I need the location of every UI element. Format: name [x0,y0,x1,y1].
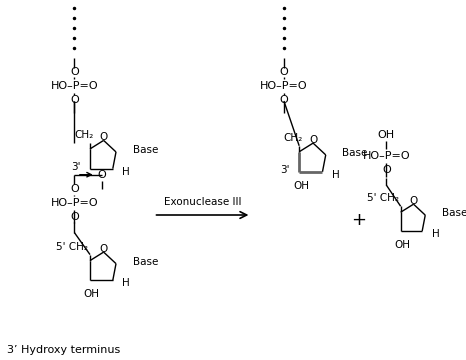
Text: O: O [280,67,288,77]
Text: HO–P=O: HO–P=O [363,151,410,161]
Text: HO–P=O: HO–P=O [51,198,98,208]
Text: O: O [410,196,418,206]
Text: Base: Base [133,145,158,155]
Text: O: O [98,170,107,180]
Text: H: H [332,170,340,180]
Text: H: H [432,229,439,239]
Text: OH: OH [378,130,395,140]
Text: 5' CH₂: 5' CH₂ [56,242,88,252]
Text: CH₂: CH₂ [284,133,303,143]
Text: Exonuclease III: Exonuclease III [164,197,241,207]
Text: O: O [280,95,288,105]
Text: O: O [70,212,79,222]
Text: HO–P=O: HO–P=O [51,81,98,91]
Text: O: O [100,244,108,254]
Text: 3’ Hydroxy terminus: 3’ Hydroxy terminus [7,345,121,355]
Text: Base: Base [133,257,158,267]
Text: CH₂: CH₂ [75,130,94,140]
Text: O: O [70,95,79,105]
Text: 5' CH₂: 5' CH₂ [367,193,399,203]
Text: H: H [122,167,130,177]
Text: Base: Base [343,148,368,158]
Text: O: O [309,135,317,145]
Text: Base: Base [442,208,466,218]
Text: 3': 3' [71,162,81,172]
Text: H: H [122,278,130,288]
Text: HO–P=O: HO–P=O [260,81,308,91]
Text: OH: OH [84,289,100,300]
Text: +: + [351,211,366,229]
Text: O: O [100,132,108,143]
Text: O: O [70,67,79,77]
Text: OH: OH [293,181,309,191]
Text: OH: OH [395,240,411,250]
Text: O: O [382,165,391,175]
Text: O: O [70,184,79,194]
Text: 3': 3' [281,165,290,175]
